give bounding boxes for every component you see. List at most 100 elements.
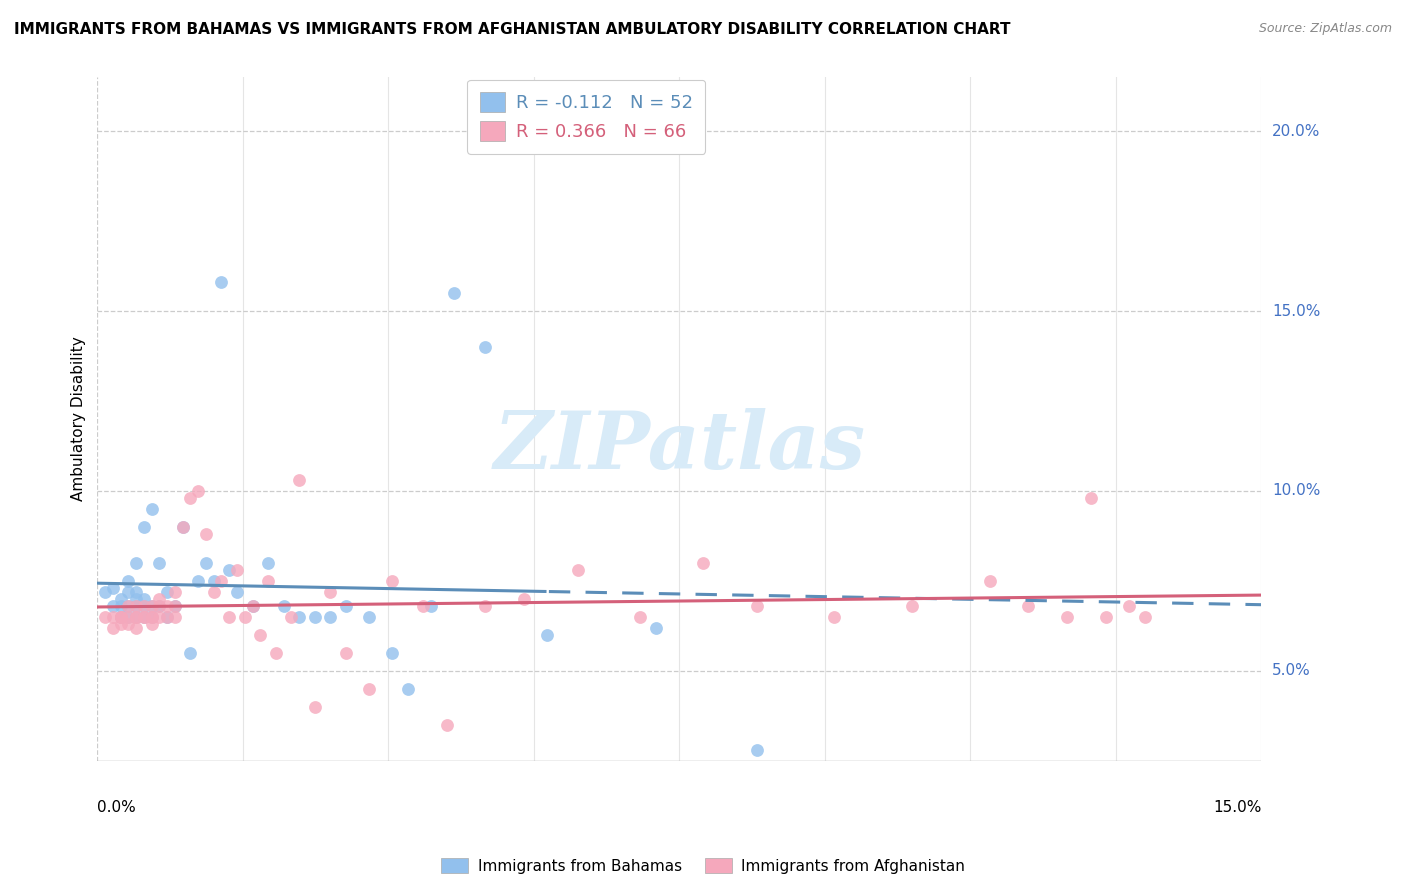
- Text: 10.0%: 10.0%: [1272, 483, 1320, 499]
- Point: [194, 527, 217, 541]
- Point: [141, 617, 163, 632]
- Text: Source: ZipAtlas.com: Source: ZipAtlas.com: [1258, 22, 1392, 36]
- Point: [141, 502, 163, 516]
- Point: [357, 610, 380, 624]
- Point: [979, 574, 1001, 588]
- Point: [1095, 610, 1118, 624]
- Point: [148, 599, 170, 613]
- Point: [125, 621, 148, 635]
- Point: [745, 599, 768, 613]
- Point: [187, 574, 209, 588]
- Point: [125, 610, 148, 624]
- Point: [288, 610, 311, 624]
- Point: [163, 610, 186, 624]
- Point: [280, 610, 302, 624]
- Point: [901, 599, 924, 613]
- Point: [257, 556, 280, 570]
- Point: [117, 599, 139, 613]
- Point: [132, 599, 155, 613]
- Point: [1133, 610, 1156, 624]
- Point: [125, 591, 148, 606]
- Point: [132, 591, 155, 606]
- Point: [443, 286, 465, 301]
- Point: [194, 556, 217, 570]
- Point: [117, 610, 139, 624]
- Point: [474, 599, 496, 613]
- Point: [335, 646, 357, 660]
- Point: [420, 599, 443, 613]
- Point: [249, 628, 271, 642]
- Point: [357, 681, 380, 696]
- Point: [1080, 491, 1102, 505]
- Point: [125, 599, 148, 613]
- Point: [132, 520, 155, 534]
- Point: [319, 584, 342, 599]
- Point: [125, 610, 148, 624]
- Point: [242, 599, 264, 613]
- Point: [513, 591, 536, 606]
- Legend: R = -0.112   N = 52, R = 0.366   N = 66: R = -0.112 N = 52, R = 0.366 N = 66: [467, 79, 706, 153]
- Point: [304, 610, 326, 624]
- Text: 5.0%: 5.0%: [1272, 664, 1310, 678]
- Point: [117, 617, 139, 632]
- Point: [141, 610, 163, 624]
- Point: [125, 584, 148, 599]
- Text: IMMIGRANTS FROM BAHAMAS VS IMMIGRANTS FROM AFGHANISTAN AMBULATORY DISABILITY COR: IMMIGRANTS FROM BAHAMAS VS IMMIGRANTS FR…: [14, 22, 1011, 37]
- Point: [101, 599, 124, 613]
- Point: [257, 574, 280, 588]
- Point: [745, 743, 768, 757]
- Point: [117, 599, 139, 613]
- Point: [645, 621, 668, 635]
- Point: [288, 473, 311, 487]
- Point: [304, 699, 326, 714]
- Point: [110, 617, 132, 632]
- Point: [110, 599, 132, 613]
- Point: [110, 610, 132, 624]
- Point: [567, 563, 589, 577]
- Point: [264, 646, 287, 660]
- Point: [125, 610, 148, 624]
- Point: [381, 574, 404, 588]
- Point: [148, 610, 170, 624]
- Point: [187, 483, 209, 498]
- Point: [824, 610, 846, 624]
- Point: [110, 610, 132, 624]
- Point: [125, 556, 148, 570]
- Point: [117, 574, 139, 588]
- Point: [1017, 599, 1039, 613]
- Point: [125, 599, 148, 613]
- Point: [141, 599, 163, 613]
- Point: [319, 610, 342, 624]
- Point: [226, 584, 249, 599]
- Point: [132, 610, 155, 624]
- Text: 15.0%: 15.0%: [1213, 799, 1261, 814]
- Point: [110, 610, 132, 624]
- Point: [94, 610, 117, 624]
- Point: [436, 717, 458, 731]
- Point: [163, 599, 186, 613]
- Point: [163, 584, 186, 599]
- Point: [179, 646, 201, 660]
- Point: [202, 584, 225, 599]
- Point: [156, 610, 179, 624]
- Point: [141, 610, 163, 624]
- Point: [211, 276, 233, 290]
- Point: [211, 574, 233, 588]
- Point: [110, 610, 132, 624]
- Point: [148, 591, 170, 606]
- Point: [156, 584, 179, 599]
- Point: [1118, 599, 1140, 613]
- Point: [179, 491, 201, 505]
- Point: [233, 610, 256, 624]
- Point: [242, 599, 264, 613]
- Point: [396, 681, 419, 696]
- Point: [141, 599, 163, 613]
- Point: [226, 563, 249, 577]
- Point: [381, 646, 404, 660]
- Point: [132, 610, 155, 624]
- Point: [536, 628, 558, 642]
- Point: [630, 610, 652, 624]
- Point: [273, 599, 295, 613]
- Point: [117, 610, 139, 624]
- Point: [101, 621, 124, 635]
